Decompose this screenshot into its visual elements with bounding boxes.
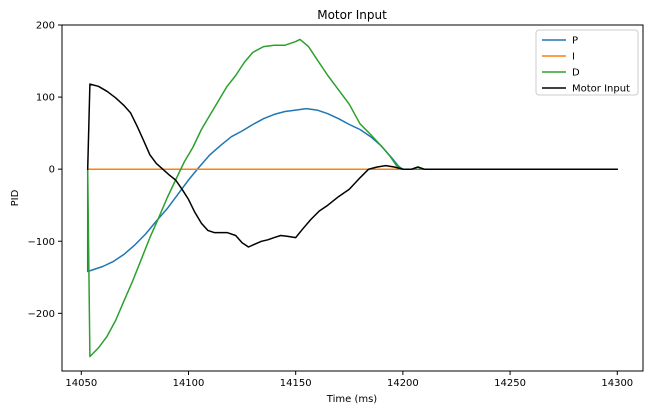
y-tick-label: 0 <box>49 165 55 176</box>
legend-label: P <box>572 36 578 47</box>
x-axis-label: Time (ms) <box>326 394 378 405</box>
chart-title: Motor Input <box>317 8 387 22</box>
plot-lines <box>86 38 619 358</box>
y-axis: −200 −100 0 100 200 <box>28 21 62 320</box>
legend-label: Motor Input <box>572 84 630 95</box>
series-line-2 <box>86 38 619 358</box>
y-tick-label: 200 <box>36 21 55 32</box>
y-tick-label: −200 <box>28 309 55 320</box>
x-tick-label: 14150 <box>280 378 312 389</box>
legend-box <box>535 29 639 96</box>
x-tick-label: 14300 <box>601 378 633 389</box>
series-line-3 <box>86 83 619 248</box>
legend: PID Motor Input <box>535 29 639 96</box>
x-tick-label: 14050 <box>65 378 97 389</box>
legend-label: D <box>572 68 580 79</box>
series-line-0 <box>86 107 619 273</box>
x-tick-label: 14250 <box>494 378 526 389</box>
x-tick-label: 14200 <box>387 378 419 389</box>
y-tick-label: −100 <box>28 237 55 248</box>
y-axis-label: PID <box>10 189 21 206</box>
y-tick-label: 100 <box>36 93 55 104</box>
x-axis: 14050 14100 14150 14200 14250 14300 <box>65 371 633 389</box>
legend-label: I <box>572 52 575 63</box>
x-tick-label: 14100 <box>173 378 205 389</box>
plot-frame <box>61 24 644 372</box>
